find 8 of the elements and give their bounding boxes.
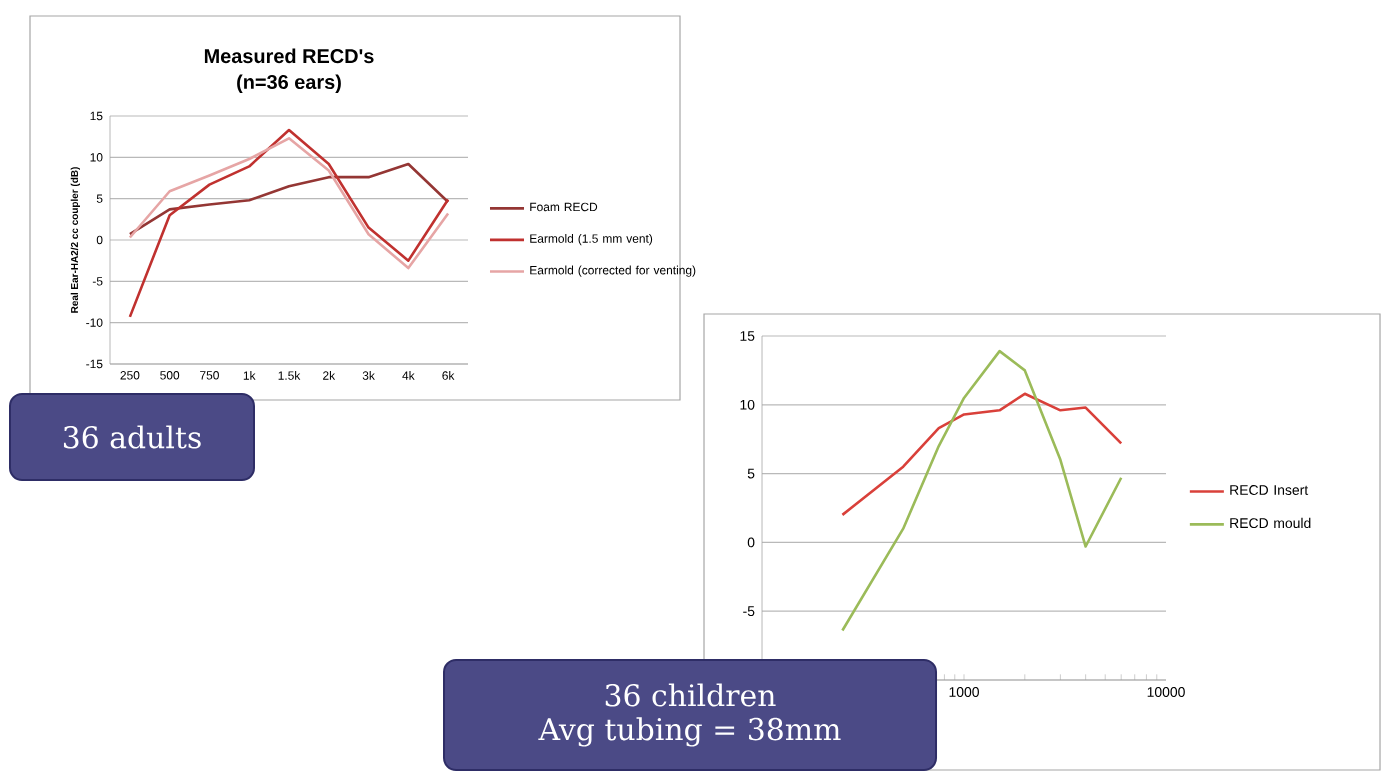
- chart-subtitle: (n=36 ears): [237, 74, 341, 93]
- line-series: [128, 128, 450, 319]
- line-series: [128, 162, 450, 236]
- text: 36 children: [605, 683, 776, 707]
- text: 36 adults: [63, 425, 201, 449]
- text: Avg tubing = 38mm: [538, 717, 841, 747]
- line-series: [128, 137, 450, 270]
- chart-title: Measured RECD's: [204, 48, 374, 64]
